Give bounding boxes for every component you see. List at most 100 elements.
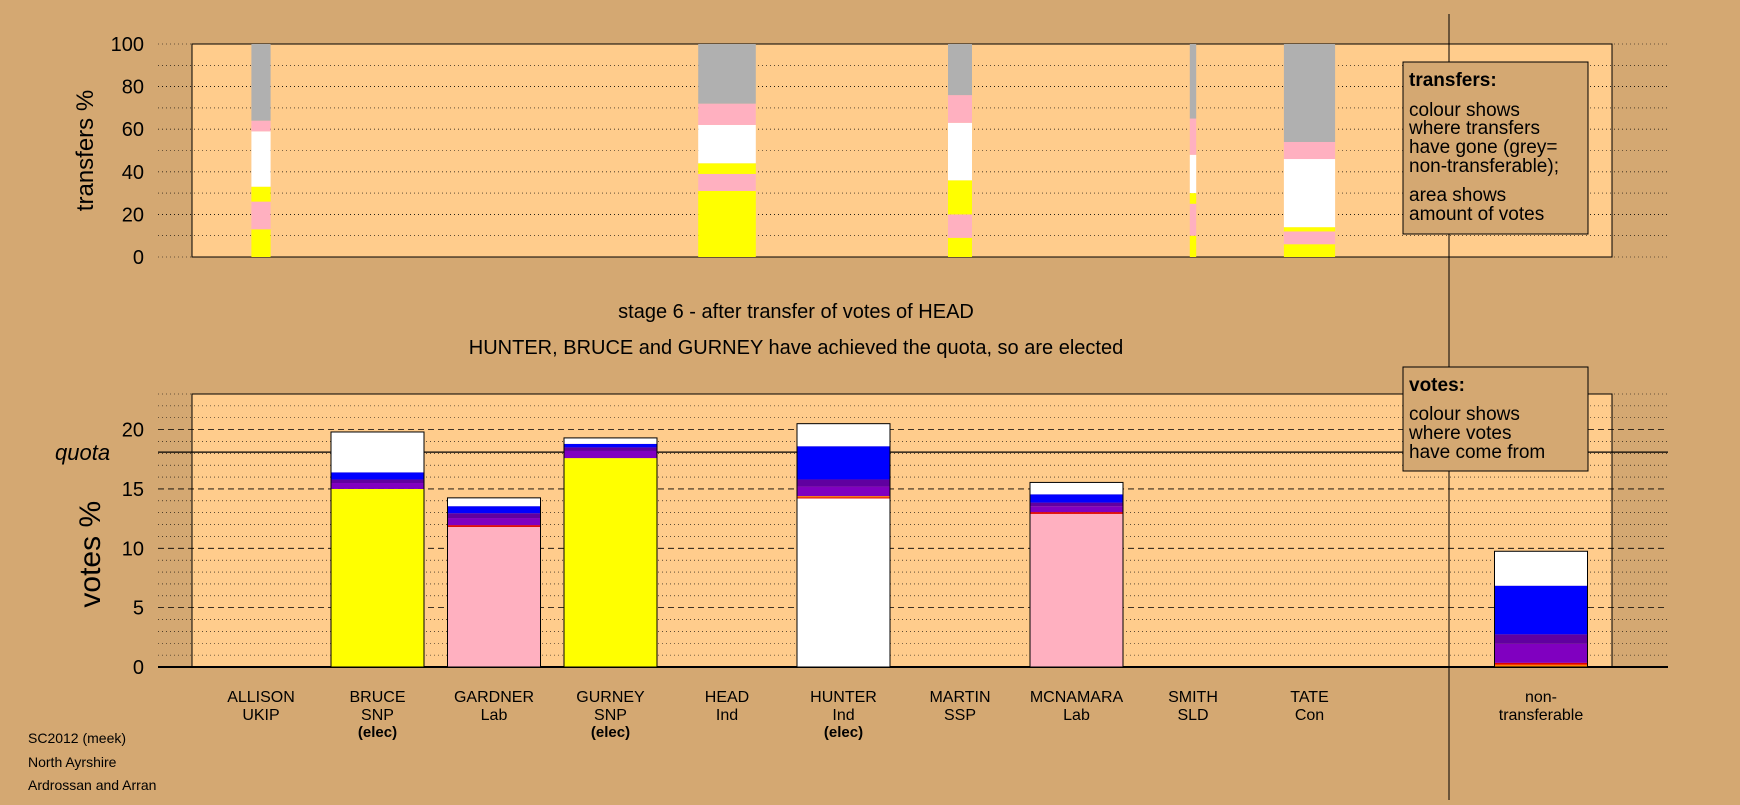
vote-segment [331, 431, 424, 473]
transfer-segment [948, 214, 972, 238]
candidate-name: GURNEY [576, 689, 645, 706]
transfer-segment [1189, 44, 1197, 119]
transfer-segment [251, 229, 271, 257]
quota-label: quota [55, 440, 110, 465]
transfer-segment [1189, 193, 1197, 204]
vote-segment [447, 513, 541, 519]
votes-tick-label: 10 [122, 538, 144, 560]
footer-election: SC2012 (meek) [28, 730, 127, 746]
votes-axis-label: votes % [74, 501, 107, 608]
candidate-name: GARDNER [454, 689, 534, 706]
transfers-tick-label: 100 [111, 34, 144, 56]
footer-council: North Ayrshire [28, 754, 117, 770]
vote-segment [1030, 513, 1123, 667]
vote-bar-outline [1494, 550, 1588, 668]
vote-segment [447, 506, 541, 514]
vote-segment [797, 446, 890, 480]
transfer-segment [948, 237, 972, 257]
vote-segment [1494, 585, 1588, 635]
candidate-name: non- [1525, 689, 1557, 706]
votes-tick-label: 15 [122, 479, 144, 501]
transfer-segment [698, 190, 756, 257]
transfers-tick-label: 0 [133, 247, 144, 269]
transfer-segment [698, 173, 756, 191]
vote-segment [1494, 551, 1588, 586]
transfers-legend-text: where transfers [1408, 118, 1540, 139]
candidate-name: BRUCE [349, 689, 405, 706]
transfer-segment [1189, 154, 1197, 194]
candidate-party: Lab [481, 707, 508, 724]
transfer-segment [251, 120, 271, 132]
vote-segment [797, 497, 890, 499]
candidate-party: Con [1295, 707, 1324, 724]
candidate-party: SSP [944, 707, 976, 724]
votes-tick-label: 0 [133, 657, 144, 679]
transfer-segment [251, 131, 271, 187]
votes-tick-label: 20 [122, 420, 144, 442]
vote-segment [797, 496, 890, 498]
transfer-segment [1283, 141, 1336, 160]
vote-segment [1494, 664, 1588, 667]
transfer-segment [1189, 203, 1197, 236]
candidate-party: SLD [1177, 707, 1208, 724]
vote-bar-outline [1029, 481, 1124, 668]
candidate-party: SNP [361, 707, 394, 724]
stage-description: stage 6 - after transfer of votes of HEA… [618, 301, 974, 323]
transfer-segment [948, 44, 972, 96]
vote-segment [564, 447, 657, 451]
candidate-party: SNP [594, 707, 627, 724]
transfer-segment [948, 95, 972, 123]
votes-legend-box [1402, 366, 1589, 472]
vote-segment [564, 443, 657, 448]
transfers-legend-title: transfers: [1409, 70, 1497, 91]
transfer-segment [1283, 244, 1336, 257]
vote-segment [331, 472, 424, 480]
vote-bar-outline [447, 497, 541, 668]
candidate-name: TATE [1290, 689, 1329, 706]
vote-segment [797, 479, 890, 487]
transfer-segment [698, 124, 756, 164]
transfer-segment [1283, 231, 1336, 245]
candidate-party: Ind [716, 707, 738, 724]
votes-legend-text: have come from [1409, 442, 1545, 463]
votes-plot-area [191, 393, 1613, 668]
transfer-segment [1283, 227, 1336, 232]
candidate-name: MARTIN [929, 689, 990, 706]
transfers-legend-text: non-transferable); [1409, 156, 1559, 177]
transfer-segment [1283, 44, 1336, 142]
vote-bar-outline [330, 431, 425, 668]
transfers-tick-label: 20 [122, 204, 144, 226]
candidate-name: MCNAMARA [1030, 689, 1124, 706]
vote-segment [331, 483, 424, 489]
vote-segment [1030, 506, 1123, 513]
transfers-tick-label: 80 [122, 77, 144, 99]
vote-segment [1030, 482, 1123, 495]
transfer-segment [251, 201, 271, 230]
transfer-segment [251, 186, 271, 202]
vote-segment [797, 486, 890, 497]
transfer-segment [1189, 118, 1197, 155]
transfer-segment [1283, 159, 1336, 228]
votes-tick-label: 5 [133, 598, 144, 620]
transfer-segment [251, 44, 271, 121]
transfers-legend-text: amount of votes [1409, 204, 1544, 225]
vote-segment [797, 423, 890, 447]
transfer-segment [1189, 235, 1197, 257]
candidate-party: Lab [1063, 707, 1090, 724]
votes-legend-title: votes: [1409, 375, 1465, 396]
transfer-segment [698, 44, 756, 104]
transfer-segment [698, 103, 756, 125]
vote-segment [564, 437, 657, 444]
transfers-legend-text: have gone (grey= [1409, 137, 1557, 158]
vote-segment [447, 497, 541, 507]
vote-segment [1030, 512, 1123, 514]
transfers-tick-label: 60 [122, 119, 144, 141]
vote-segment [447, 525, 541, 527]
vote-bar-outline [796, 423, 891, 668]
vote-segment [1494, 662, 1588, 665]
candidate-name: ALLISON [227, 689, 295, 706]
candidate-elected-note: (elec) [358, 724, 397, 741]
candidate-party: UKIP [242, 707, 279, 724]
vote-segment [331, 488, 424, 667]
